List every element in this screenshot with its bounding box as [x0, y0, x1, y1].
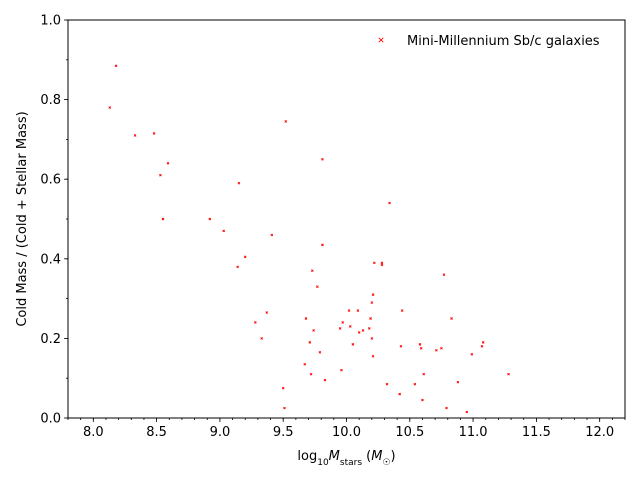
data-point — [254, 321, 257, 324]
x-tick-label: 9.0 — [210, 425, 231, 440]
data-point — [480, 345, 484, 348]
data-point — [321, 157, 324, 161]
data-point — [318, 351, 322, 354]
data-points — [108, 64, 510, 414]
data-point — [340, 368, 343, 372]
y-axis-ticks: 0.0 0.2 0.4 0.6 0.8 1.0 — [40, 14, 68, 427]
data-point — [133, 134, 137, 137]
data-point — [351, 343, 355, 346]
data-point — [371, 354, 375, 358]
data-point — [370, 301, 374, 304]
legend-marker-icon — [378, 37, 384, 43]
data-point — [507, 372, 510, 376]
y-tick-label: 1.0 — [40, 14, 61, 29]
y-tick-label: 0.6 — [40, 173, 61, 188]
data-point — [369, 317, 372, 320]
data-point — [237, 181, 241, 185]
data-point — [222, 229, 226, 233]
x-axis-ticks: 8.0 8.5 9.0 9.5 10.0 10.5 11.0 11.5 12.0 — [67, 418, 626, 440]
y-tick-label: 0.4 — [40, 252, 61, 267]
data-point — [371, 293, 375, 296]
data-point — [419, 347, 423, 350]
data-point — [399, 345, 403, 348]
data-point — [338, 327, 342, 330]
data-point — [422, 372, 426, 376]
x-tick-label: 8.5 — [146, 425, 167, 440]
data-point — [270, 233, 274, 237]
data-point — [413, 382, 417, 386]
data-point — [456, 380, 460, 384]
data-point — [445, 406, 448, 410]
data-point — [347, 309, 351, 312]
data-point — [418, 343, 422, 346]
y-axis-label: Cold Mass / (Cold + Stellar Mass) — [15, 111, 30, 326]
data-point — [465, 410, 469, 414]
data-point — [385, 382, 389, 386]
data-point — [323, 378, 327, 382]
plot-frame — [67, 19, 626, 419]
data-point — [481, 341, 485, 344]
data-point — [367, 327, 371, 330]
data-point — [388, 201, 391, 205]
data-point — [380, 263, 384, 267]
y-tick-label: 0.2 — [40, 332, 61, 347]
data-point — [380, 261, 384, 265]
data-point — [108, 106, 112, 109]
data-point — [303, 362, 307, 366]
x-tick-label: 10.0 — [332, 425, 361, 440]
data-point — [283, 406, 286, 410]
data-point — [236, 265, 239, 269]
data-point — [152, 132, 156, 135]
data-point — [400, 309, 404, 312]
x-tick-label: 9.5 — [273, 425, 294, 440]
y-tick-label: 0.0 — [40, 412, 61, 427]
data-point — [398, 392, 401, 396]
data-point — [440, 347, 443, 350]
data-point — [304, 317, 308, 320]
x-tick-label: 8.0 — [83, 425, 104, 440]
data-point — [312, 329, 315, 332]
x-axis-label: log10Mstars (M☉) — [297, 449, 395, 468]
data-point — [265, 311, 269, 314]
legend: Mini-Millennium Sb/c galaxies — [378, 34, 600, 49]
x-tick-label: 10.5 — [395, 425, 424, 440]
data-point — [260, 337, 264, 340]
data-point — [321, 243, 324, 247]
data-point — [308, 341, 312, 344]
data-point — [316, 285, 319, 288]
data-point — [166, 161, 170, 165]
data-point — [311, 269, 314, 273]
data-point — [341, 321, 345, 324]
data-point — [348, 325, 352, 328]
data-point — [357, 331, 361, 334]
data-point — [309, 372, 313, 376]
legend-x-marker — [378, 37, 384, 43]
data-point — [159, 173, 162, 177]
y-tick-label: 0.8 — [40, 93, 61, 108]
data-point — [114, 64, 118, 68]
data-point — [161, 217, 165, 221]
data-point — [373, 261, 376, 265]
data-point — [370, 337, 374, 340]
data-point — [243, 255, 247, 259]
data-point — [208, 217, 212, 221]
data-point — [442, 273, 446, 277]
data-point — [281, 386, 285, 390]
data-point — [470, 353, 474, 356]
data-point — [284, 120, 288, 123]
data-point — [356, 309, 360, 312]
x-tick-label: 12.0 — [585, 425, 614, 440]
x-tick-label: 11.5 — [522, 425, 551, 440]
x-tick-label: 11.0 — [459, 425, 488, 440]
legend-label: Mini-Millennium Sb/c galaxies — [407, 34, 600, 49]
data-point — [450, 317, 453, 320]
data-point — [421, 398, 424, 402]
data-point — [361, 329, 365, 332]
data-point — [435, 349, 438, 352]
